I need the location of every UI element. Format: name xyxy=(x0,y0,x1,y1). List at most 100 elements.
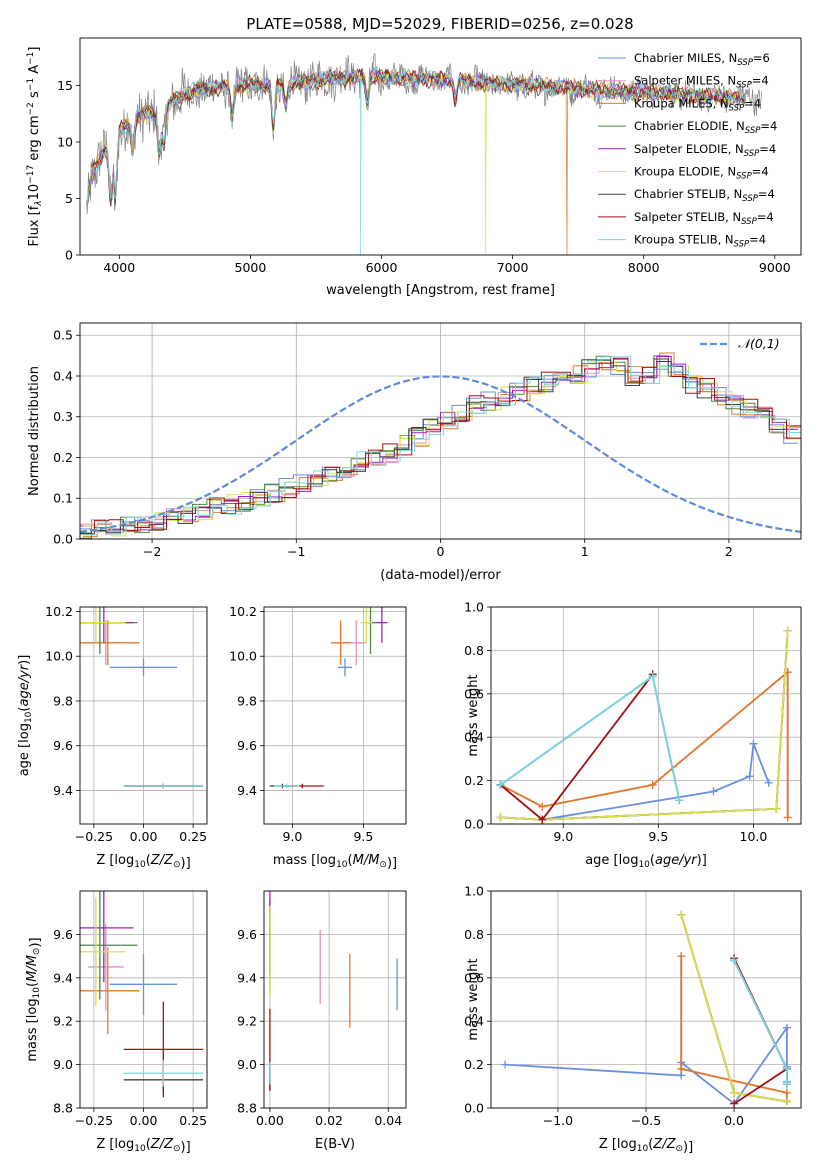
residual-histogram-panel: −2 −1 0 1 2 0.0 0.1 0.2 0.3 0.4 0.5 𝒩(0,1) (data-mod… xyxy=(27,322,802,583)
x-tick-label: 9000 xyxy=(759,260,791,275)
y-tick-label: 0.6 xyxy=(464,970,484,985)
weight-vs-age-panel: 9.0 9.5 10.0 0.0 0.2 0.4 0.6 0.8 1.0 age [log10(a… xyxy=(464,600,802,870)
x-tick-label: 0.25 xyxy=(179,1113,207,1128)
plot-area xyxy=(269,891,398,1091)
legend-label-text: Kroupa ELODIE, N xyxy=(634,165,736,179)
y-tick-label: 0.1 xyxy=(53,491,73,506)
y-tick-label: 0.6 xyxy=(464,686,484,701)
mass-vs-metallicity-panel: −0.25 0.00 0.258.89.09.29.49.6Z [log10(Z/Z… xyxy=(25,890,208,1155)
axis-label: age [log10(age/yr)] xyxy=(17,655,34,777)
y-axis-label-part: Flux [f xyxy=(27,205,42,246)
axis-label-part: / xyxy=(661,1137,668,1152)
legend-label: Kroupa STELIB, NSSP=4 xyxy=(634,233,766,250)
x-tick-label: 0.02 xyxy=(315,1113,343,1128)
axes-frame xyxy=(490,890,802,1109)
axis-label: Z [log10(Z/Z⊙)] xyxy=(96,853,190,871)
y-tick-label: 0.8 xyxy=(464,927,484,942)
x-tick-label: −0.25 xyxy=(75,1113,113,1128)
axis-label: Z [log10(Z/Z⊙)] xyxy=(96,1137,190,1155)
y-axis-label: Flux [fλ10−17 erg cm−2 s−1 A−1] xyxy=(26,47,44,247)
plot-area xyxy=(86,53,763,255)
weight-marker xyxy=(677,910,686,919)
axis-label-part: ⊙ xyxy=(32,948,42,956)
x-tick-label: −2 xyxy=(143,544,161,559)
legend-label-sub: SSP xyxy=(741,217,757,227)
y-tick-label: 15 xyxy=(57,78,73,93)
y-axis-label: mass weight xyxy=(466,674,481,756)
y-tick-label: 10.2 xyxy=(229,604,257,619)
axis-label-part: ⊙ xyxy=(675,1144,683,1154)
y-tick-label: 0.4 xyxy=(53,368,73,383)
histogram-salpeter-elodie xyxy=(80,356,801,532)
legend-label-text: Kroupa MILES, N xyxy=(634,96,729,110)
x-tick-label: −0.25 xyxy=(75,829,113,844)
histogram-salpeter-stelib xyxy=(80,358,801,535)
legend-label-suffix: =4 xyxy=(744,96,761,110)
y-tick-label: 0.0 xyxy=(464,1101,484,1116)
y-tick-label: 0.3 xyxy=(53,409,73,424)
axis-label-part: Z [log xyxy=(96,853,134,868)
weight-line-kroupa-elodie xyxy=(500,630,789,821)
weight-marker xyxy=(783,626,792,635)
normal-distribution-curve xyxy=(80,375,801,533)
weight-marker xyxy=(730,1099,739,1108)
axis-label-part: ⊙ xyxy=(173,1144,181,1154)
axis-label-part: / xyxy=(25,965,40,972)
weight-marker xyxy=(783,813,792,822)
legend-label-text: Salpeter STELIB, N xyxy=(634,210,741,224)
legend-label: Salpeter ELODIE, NSSP=4 xyxy=(634,142,776,159)
weight-marker xyxy=(730,956,739,965)
x-tick-label: 0.00 xyxy=(130,829,158,844)
y-tick-label: 0.4 xyxy=(464,1014,484,1029)
y-tick-label: 5 xyxy=(65,191,73,206)
y-tick-label: 9.6 xyxy=(237,927,257,942)
histogram-kroupa-stelib xyxy=(82,356,801,536)
legend-label-text: Salpeter ELODIE, N xyxy=(634,142,744,156)
weight-line-salpeter-elodie xyxy=(500,630,789,821)
y-tick-label: 9.6 xyxy=(53,927,73,942)
legend-label-suffix: =4 xyxy=(760,119,777,133)
weight-marker xyxy=(782,1023,791,1032)
x-tick-label: 5000 xyxy=(235,260,267,275)
axis-label-part: / xyxy=(17,676,32,683)
x-axis-label: E(B-V) xyxy=(315,1137,355,1152)
axis-label-part: 10 xyxy=(336,860,348,870)
axis-label-part: age xyxy=(17,682,32,706)
weight-marker xyxy=(730,1088,739,1097)
axis-label-part: Z [log xyxy=(96,1137,134,1152)
x-tick-label: 0.25 xyxy=(179,829,207,844)
y-axis-label-part: A xyxy=(27,65,42,78)
y-tick-label: 9.0 xyxy=(53,1057,73,1072)
axis-label-part: Z xyxy=(150,1137,161,1152)
legend-label-sub: SSP xyxy=(736,81,752,91)
weight-marker xyxy=(496,813,505,822)
axes-frame xyxy=(79,37,802,256)
axis-label-part: 10 xyxy=(24,711,34,723)
axis-label-part: ( xyxy=(650,853,655,868)
x-tick-label: −1.0 xyxy=(543,1113,573,1128)
x-tick-label: −1 xyxy=(287,544,305,559)
weight-marker xyxy=(496,780,505,789)
axis-label-part: M xyxy=(353,853,364,868)
weight-marker xyxy=(782,1088,791,1097)
y-tick-label: 9.8 xyxy=(237,693,257,708)
y-axis-label-part: −2 xyxy=(26,102,36,115)
histogram-legend: 𝒩(0,1) xyxy=(700,336,780,351)
axis-label-part: ( xyxy=(648,1137,653,1152)
y-tick-label: 9.4 xyxy=(237,970,257,985)
axes-frame xyxy=(79,606,208,825)
y-tick-label: 0.2 xyxy=(464,1057,484,1072)
y-tick-label: 0.2 xyxy=(53,450,73,465)
weight-marker xyxy=(677,952,686,961)
axis-label-part: )] xyxy=(697,853,707,868)
y-axis-label: Normed distribution xyxy=(27,366,42,496)
y-tick-label: 1.0 xyxy=(464,600,484,615)
axes-frame xyxy=(79,322,802,540)
weight-marker xyxy=(749,739,758,748)
y-tick-label: 0 xyxy=(65,248,73,263)
legend-label: Chabrier STELIB, NSSP=4 xyxy=(634,187,775,204)
axis-label-part: ⊙ xyxy=(379,860,387,870)
axis-label-part: Z xyxy=(163,1137,174,1152)
mass-vs-extinction-panel: 0.00 0.02 0.04 8.8 9.0 9.2 9.4 9.6 E(B-V) xyxy=(237,890,407,1152)
legend-label: Kroupa MILES, NSSP=4 xyxy=(634,96,761,113)
